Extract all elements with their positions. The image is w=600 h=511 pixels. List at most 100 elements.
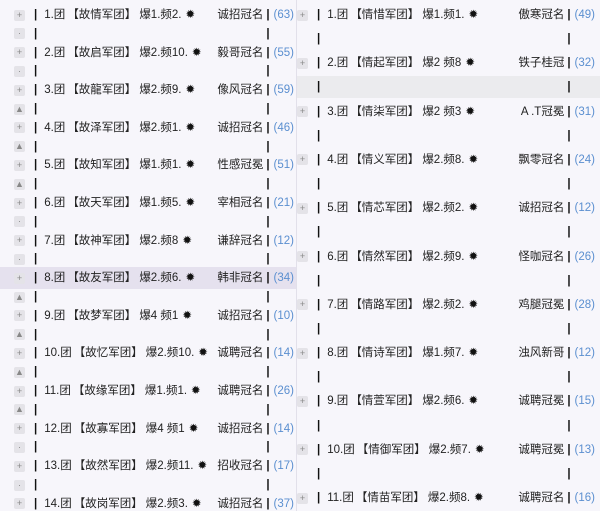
separator-left: | <box>317 298 321 311</box>
member-count[interactable]: (49) <box>574 9 595 21</box>
separator-left: | <box>317 347 321 360</box>
guild-row[interactable]: + | 11.团 【故缘军团】 爆1.频1. ✹ 诚聘冠名 | (26) <box>0 380 300 402</box>
guild-name: 【故启军团】 <box>67 46 137 59</box>
separator-left: | <box>317 467 321 480</box>
guild-row[interactable]: + | 7.团 【故神军团】 爆2.频8 ✹ 谦辞冠名 | (12) <box>0 230 300 252</box>
guild-row[interactable]: + | 12.团 【故寡军团】 爆4 频1 ✹ 诚招冠名 | (14) <box>0 418 300 440</box>
expand-plus-icon[interactable]: + <box>14 159 25 171</box>
guild-row[interactable]: + | 14.团 【故岗军团】 爆2.频3. ✹ 诚招冠名 | (37) <box>0 493 300 511</box>
member-count[interactable]: (26) <box>574 250 595 263</box>
separator-right: | <box>266 215 270 228</box>
expand-plus-icon[interactable]: + <box>14 385 25 397</box>
separator-right: | <box>266 253 270 266</box>
guild-stats: 爆2 频3 <box>422 105 462 118</box>
separator-right: | <box>266 140 270 153</box>
member-count[interactable]: (17) <box>273 460 294 473</box>
guild-row[interactable]: + | 7.团 【情路军团】 爆2.频2. ✹ 鸡腿冠冕 | (28) <box>297 294 600 316</box>
dot-icon: · <box>14 253 25 265</box>
expand-plus-icon[interactable]: + <box>14 460 25 472</box>
guild-name: 【故缘军团】 <box>72 385 142 397</box>
guild-row[interactable]: + | 3.团 【情柒军团】 爆2 频3 ✹ A .T冠冕 | (31) <box>297 101 600 123</box>
member-count[interactable]: (14) <box>273 422 294 435</box>
member-count[interactable]: (12) <box>574 202 595 215</box>
expand-plus-icon[interactable]: + <box>14 272 25 284</box>
guild-rank: 13.团 <box>44 460 72 473</box>
guild-row[interactable]: + | 10.团 【故忆军团】 爆2.频10. ✹ 诚聘冠名 | (14) <box>0 342 300 364</box>
member-count[interactable]: (16) <box>574 492 595 504</box>
expand-plus-icon[interactable]: + <box>14 197 25 209</box>
separator-right: | <box>266 385 270 397</box>
member-count[interactable]: (63) <box>273 9 294 21</box>
guild-row[interactable]: + | 11.团 【情苗军团】 爆2.频8. ✹ 诚聘冠名 | (16) <box>297 487 600 509</box>
expand-plus-icon[interactable]: + <box>297 492 308 504</box>
guild-row[interactable]: + | 4.团 【情义军团】 爆2.频8. ✹ 飘零冠名 | (24) <box>297 149 600 171</box>
expand-plus-icon[interactable]: + <box>297 57 308 69</box>
expand-plus-icon[interactable]: + <box>14 310 25 322</box>
guild-row[interactable]: + | 1.团 【故情军团】 爆1.频2. ✹ 诚招冠名 | (63) <box>0 4 300 26</box>
guild-row[interactable]: + | 5.团 【故知军团】 爆1.频1. ✹ 性感冠冕 | (51) <box>0 154 300 176</box>
guild-row[interactable]: + | 6.团 【情然军团】 爆2.频9. ✹ 怪咖冠名 | (26) <box>297 246 600 268</box>
guild-title: 诚聘冠名 <box>217 347 264 360</box>
expand-plus-icon[interactable]: + <box>297 299 308 311</box>
expand-plus-icon[interactable]: + <box>297 106 308 118</box>
guild-row[interactable]: + | 1.团 【情惜军团】 爆1.频1. ✹ 傲寒冠名 | (49) <box>297 4 600 26</box>
guild-row[interactable]: + | 8.团 【情诗军团】 爆1.频7. ✹ 浊风新哥 | (12) <box>297 342 600 364</box>
member-count[interactable]: (28) <box>574 298 595 311</box>
separator-right: | <box>266 46 270 59</box>
guild-name: 【故忆军团】 <box>73 347 143 360</box>
expand-plus-icon[interactable]: + <box>297 251 308 262</box>
expand-plus-icon[interactable]: + <box>14 122 25 134</box>
expand-plus-icon[interactable]: + <box>14 347 25 359</box>
member-count[interactable]: (14) <box>273 347 294 360</box>
member-count[interactable]: (59) <box>273 84 294 97</box>
guild-row[interactable]: + | 3.团 【故龍军团】 爆2.频9. ✹ 像风冠名 | (59) <box>0 79 300 101</box>
guild-row[interactable]: + | 6.团 【故天军团】 爆1.频5. ✹ 宰相冠名 | (21) <box>0 192 300 214</box>
guild-row[interactable]: + | 9.团 【情萱军团】 爆2.频6. ✹ 诚聘冠冕 | (15) <box>297 390 600 412</box>
guild-stats: 爆4 频1 <box>139 309 179 322</box>
guild-row[interactable]: + | 10.团 【情御军团】 爆2.频7. ✹ 诚聘冠冕 | (13) <box>297 439 600 461</box>
member-count[interactable]: (26) <box>273 385 294 397</box>
expand-plus-icon[interactable]: + <box>297 202 308 214</box>
expand-plus-icon[interactable]: + <box>14 47 25 59</box>
member-count[interactable]: (34) <box>273 272 294 285</box>
member-count[interactable]: (51) <box>273 159 294 172</box>
separator-left: | <box>34 309 38 322</box>
member-count[interactable]: (31) <box>574 105 595 118</box>
guild-row[interactable]: + | 13.团 【故然军团】 爆2.频11. ✹ 招收冠名 | (17) <box>0 455 300 477</box>
member-count[interactable]: (55) <box>273 46 294 59</box>
member-count[interactable]: (32) <box>574 57 595 70</box>
expand-plus-icon[interactable]: + <box>297 9 308 21</box>
expand-plus-icon[interactable]: + <box>14 498 25 510</box>
member-count[interactable]: (15) <box>574 395 595 408</box>
member-count[interactable]: (21) <box>273 197 294 209</box>
expand-plus-icon[interactable]: + <box>14 235 25 247</box>
expand-plus-icon[interactable]: + <box>14 84 25 96</box>
member-count[interactable]: (10) <box>273 309 294 322</box>
expand-plus-icon[interactable]: + <box>297 444 308 456</box>
expand-plus-icon[interactable]: + <box>297 154 308 166</box>
member-count[interactable]: (24) <box>574 153 595 166</box>
separator-left: | <box>34 366 38 379</box>
guild-row[interactable]: + | 4.团 【故泽军团】 爆2.频1. ✹ 诚招冠名 | (46) <box>0 117 300 139</box>
expand-plus-icon[interactable]: + <box>14 423 25 435</box>
expand-plus-icon[interactable]: + <box>297 347 308 359</box>
guild-row[interactable]: + | 2.团 【故启军团】 爆2.频10. ✹ 毅哥冠名 | (55) <box>0 42 300 64</box>
guild-title: 诚招冠名 <box>217 422 264 435</box>
guild-row[interactable]: + | 5.团 【情芯军团】 爆2.频2. ✹ 诚招冠名 | (12) <box>297 197 600 219</box>
guild-rank: 1.团 <box>327 9 349 21</box>
expand-plus-icon[interactable]: + <box>14 9 25 21</box>
separator-right: | <box>266 159 270 172</box>
guild-stats: 爆4 频1 <box>145 422 185 435</box>
guild-row[interactable]: + | 2.团 【情起军团】 爆2 频8 ✹ 铁子桂冠 | (32) <box>297 52 600 74</box>
member-count[interactable]: (46) <box>273 121 294 134</box>
spacer-row: ·||(21) <box>0 211 300 233</box>
member-count[interactable]: (37) <box>273 497 294 510</box>
member-count[interactable]: (13) <box>574 443 595 456</box>
spacer-row: ▲||(10) <box>0 324 300 346</box>
member-count[interactable]: (12) <box>574 347 595 360</box>
guild-row[interactable]: + | 8.团 【故友军团】 爆2.频6. ✹ 韩非冠名 | (34) <box>0 267 300 290</box>
separator-right: | <box>567 419 571 432</box>
member-count[interactable]: (12) <box>273 234 294 247</box>
guild-row[interactable]: + | 9.团 【故梦军团】 爆4 频1 ✹ 诚招冠名 | (10) <box>0 305 300 327</box>
expand-plus-icon[interactable]: + <box>297 395 308 407</box>
